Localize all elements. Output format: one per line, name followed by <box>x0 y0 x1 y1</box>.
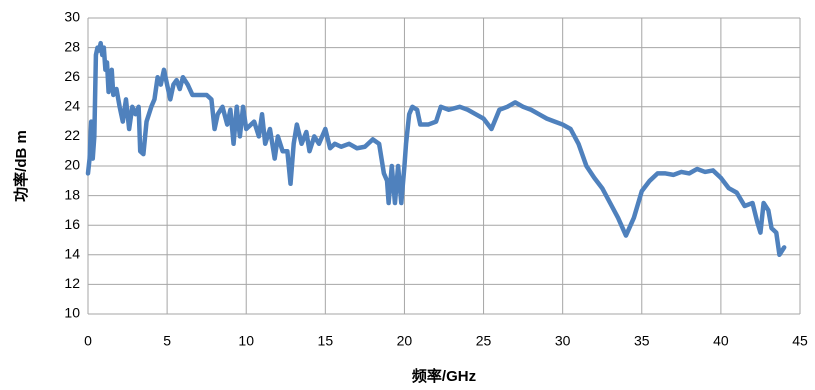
y-tick-label: 26 <box>64 68 80 84</box>
x-tick-label: 0 <box>84 333 92 349</box>
y-tick-label: 10 <box>64 305 80 321</box>
x-tick-label: 45 <box>792 333 808 349</box>
y-tick-label: 20 <box>64 157 80 173</box>
data-line <box>85 40 787 258</box>
x-axis-title: 频率/GHz <box>412 367 476 385</box>
x-tick-label: 10 <box>238 333 254 349</box>
x-tick-label: 15 <box>318 333 334 349</box>
y-tick-label: 12 <box>64 275 80 291</box>
y-tick-label: 16 <box>64 216 80 232</box>
y-tick-label: 30 <box>64 9 80 25</box>
x-tick-label: 30 <box>555 333 571 349</box>
x-tick-label: 40 <box>713 333 729 349</box>
x-tick-label: 20 <box>397 333 413 349</box>
y-axis-title: 功率/dB m <box>12 130 30 202</box>
y-tick-label: 14 <box>64 246 80 262</box>
y-tick-label: 28 <box>64 38 80 54</box>
y-tick-label: 22 <box>64 127 80 143</box>
x-tick-label: 25 <box>476 333 492 349</box>
x-tick-label: 35 <box>634 333 650 349</box>
y-tick-label: 18 <box>64 186 80 202</box>
y-tick-label: 24 <box>64 98 80 114</box>
x-tick-label: 5 <box>163 333 171 349</box>
